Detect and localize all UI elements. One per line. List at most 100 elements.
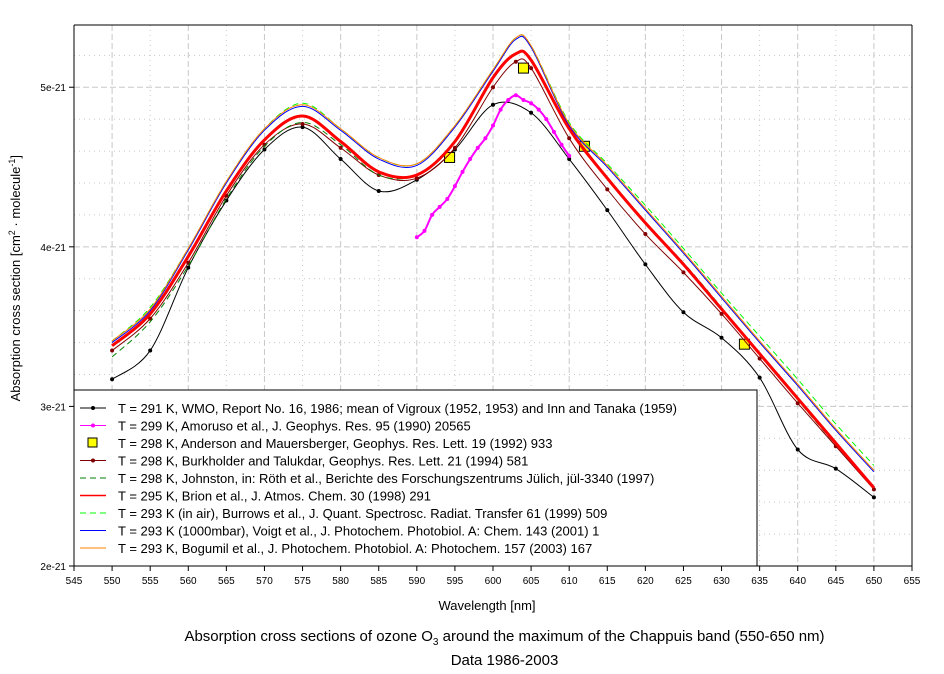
data-point <box>719 335 724 340</box>
y-tick-label: 5e-21 <box>40 83 66 94</box>
data-point <box>536 107 541 112</box>
legend-entry: T = 298 K, Johnston, in: Röth et al., Be… <box>118 471 654 486</box>
x-tick-label: 580 <box>332 576 349 587</box>
data-point <box>452 184 457 189</box>
data-point <box>224 198 229 203</box>
x-tick-label: 595 <box>447 576 464 587</box>
ylabel-part: Absorption cross section [cm <box>8 235 24 402</box>
title-rest: around the maximum of the Chappuis band … <box>438 628 825 645</box>
legend-entry: T = 295 K, Brion et al., J. Atmos. Chem.… <box>118 489 431 504</box>
legend-entry: T = 293 K, Bogumil et al., J. Photochem.… <box>118 541 592 556</box>
legend-entry: T = 293 K (in air), Burrows et al., J. Q… <box>118 506 607 521</box>
ylabel-sup: -1 <box>6 158 17 167</box>
x-tick-label: 560 <box>180 576 197 587</box>
series-layer <box>110 34 876 500</box>
data-point <box>529 66 534 71</box>
data-point <box>498 107 503 112</box>
data-point <box>452 145 457 150</box>
data-point <box>529 101 534 106</box>
data-point <box>513 59 518 64</box>
data-point <box>559 142 564 147</box>
legend-entry: T = 298 K, Burkholder and Talukdar, Geop… <box>118 454 528 469</box>
legend-swatch-marker <box>91 458 95 463</box>
data-point <box>567 136 572 141</box>
data-point <box>643 232 648 237</box>
ylabel-part: ] <box>8 154 24 159</box>
series-line <box>111 35 875 473</box>
x-tick-label: 545 <box>66 576 83 587</box>
data-point <box>483 136 488 141</box>
chart-title: Absorption cross sections of ozone O3 ar… <box>0 628 944 648</box>
data-point <box>491 85 495 90</box>
x-tick-label: 585 <box>370 576 387 587</box>
legend-swatch-marker <box>91 423 95 428</box>
chart-subtitle: Data 1986-2003 <box>450 652 559 669</box>
data-point <box>506 98 511 103</box>
data-point <box>513 93 518 98</box>
x-tick-label: 550 <box>104 576 121 587</box>
series-1 <box>414 93 572 240</box>
data-point <box>529 110 534 115</box>
data-point <box>871 495 876 500</box>
data-point <box>445 196 450 201</box>
x-tick-label: 630 <box>713 576 730 587</box>
legend-swatch-marker <box>91 406 95 410</box>
data-point <box>110 348 115 353</box>
data-point <box>148 316 153 321</box>
data-point <box>110 377 115 382</box>
x-tick-label: 590 <box>408 576 425 587</box>
series-line <box>111 58 875 490</box>
data-point <box>437 204 442 209</box>
x-tick-label: 570 <box>256 576 273 587</box>
x-tick-label: 575 <box>294 576 311 587</box>
x-tick-label: 650 <box>866 576 883 587</box>
data-point-square <box>738 338 750 350</box>
data-point <box>681 270 686 275</box>
data-point <box>544 117 549 122</box>
legend-entry: T = 291 K, WMO, Report No. 16, 1986; mea… <box>118 401 677 416</box>
data-point <box>521 98 526 103</box>
data-point <box>300 125 305 130</box>
data-point <box>795 447 800 452</box>
x-tick-label: 645 <box>827 576 844 587</box>
y-tick-label: 4e-21 <box>40 243 66 254</box>
data-point <box>757 375 762 380</box>
y-tick-label: 2e-21 <box>40 562 66 573</box>
data-point <box>719 311 724 316</box>
x-tick-label: 620 <box>637 576 654 587</box>
legend-swatch-square <box>87 437 98 448</box>
data-point <box>376 188 381 193</box>
x-tick-label: 565 <box>218 576 235 587</box>
data-point <box>681 310 686 315</box>
series-line <box>111 49 876 489</box>
x-tick-label: 655 <box>904 576 921 587</box>
data-point-square <box>517 62 529 74</box>
data-point <box>475 145 480 150</box>
data-point <box>414 235 419 240</box>
legend-entry: T = 293 K (1000mbar), Voigt et al., J. P… <box>118 524 599 539</box>
data-point <box>567 157 572 162</box>
series-5 <box>111 49 876 489</box>
data-point <box>148 348 153 353</box>
data-point <box>833 466 838 471</box>
legend: T = 291 K, WMO, Report No. 16, 1986; mea… <box>73 389 758 567</box>
data-point-square <box>444 151 456 163</box>
x-tick-label: 555 <box>142 576 159 587</box>
series-line <box>111 34 875 471</box>
data-point <box>422 228 427 233</box>
data-point <box>186 265 191 270</box>
x-tick-label: 640 <box>789 576 806 587</box>
data-point <box>605 208 610 213</box>
data-point <box>430 212 435 217</box>
data-point <box>300 121 305 126</box>
legend-entry: T = 299 K, Amoruso et al., J. Geophys. R… <box>118 419 471 434</box>
x-tick-label: 615 <box>599 576 616 587</box>
x-tick-label: 600 <box>485 576 502 587</box>
y-tick-label: 3e-21 <box>40 402 66 413</box>
ylabel-sup: 2 <box>6 230 17 236</box>
data-point <box>262 147 267 152</box>
series-7 <box>111 35 875 473</box>
x-tick-label: 625 <box>675 576 692 587</box>
